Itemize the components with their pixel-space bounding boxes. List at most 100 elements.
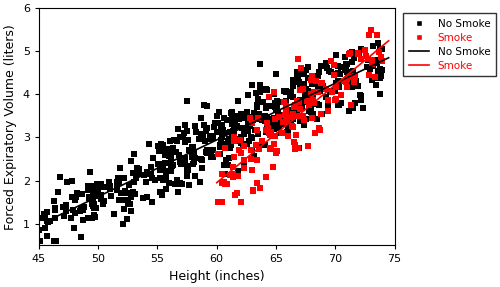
- Point: [230, 174, 237, 179]
- Point: [146, 165, 154, 169]
- Point: [348, 50, 356, 55]
- Point: [229, 129, 237, 133]
- Point: [295, 114, 303, 119]
- Point: [273, 103, 281, 108]
- Point: [318, 81, 326, 85]
- Point: [280, 113, 288, 118]
- Point: [166, 139, 174, 143]
- Point: [244, 92, 252, 97]
- Point: [232, 117, 240, 122]
- Point: [372, 32, 380, 37]
- Point: [192, 129, 200, 134]
- Point: [376, 92, 384, 96]
- Point: [296, 119, 304, 123]
- Point: [269, 117, 277, 121]
- Point: [308, 109, 316, 114]
- Point: [314, 90, 322, 94]
- Point: [156, 176, 164, 180]
- Point: [220, 115, 228, 120]
- Point: [209, 135, 217, 140]
- Point: [296, 88, 304, 93]
- Point: [328, 90, 336, 94]
- Point: [346, 102, 354, 107]
- Point: [78, 192, 86, 196]
- Point: [184, 173, 192, 178]
- Point: [268, 165, 276, 169]
- Point: [222, 182, 230, 187]
- Point: [288, 84, 296, 88]
- Point: [240, 132, 248, 136]
- Point: [300, 123, 308, 128]
- Point: [218, 123, 226, 127]
- Point: [296, 116, 304, 121]
- Point: [84, 215, 92, 220]
- Point: [181, 140, 189, 144]
- Point: [331, 98, 339, 102]
- Point: [270, 117, 278, 122]
- Point: [332, 80, 340, 85]
- Point: [262, 87, 270, 92]
- Point: [362, 54, 370, 58]
- Point: [263, 130, 271, 135]
- Point: [324, 104, 332, 108]
- Point: [54, 190, 62, 194]
- Point: [190, 151, 198, 155]
- Point: [70, 225, 78, 230]
- Point: [224, 163, 232, 167]
- Point: [178, 181, 186, 186]
- Point: [350, 100, 358, 105]
- Point: [357, 97, 365, 102]
- Point: [276, 123, 283, 127]
- Point: [239, 143, 247, 148]
- Point: [357, 57, 365, 61]
- Point: [183, 99, 191, 104]
- Point: [196, 179, 204, 184]
- Point: [263, 87, 271, 92]
- Point: [160, 177, 168, 182]
- Point: [275, 120, 283, 124]
- Point: [254, 147, 262, 151]
- Point: [366, 66, 374, 71]
- Point: [158, 143, 166, 148]
- Point: [308, 116, 316, 121]
- Point: [322, 61, 330, 65]
- Point: [262, 143, 270, 147]
- Point: [294, 74, 302, 79]
- Point: [202, 128, 209, 133]
- Point: [214, 200, 222, 204]
- Point: [203, 103, 211, 108]
- Point: [120, 207, 128, 212]
- Point: [156, 165, 164, 169]
- Point: [333, 85, 341, 89]
- Point: [166, 153, 173, 157]
- Point: [228, 117, 235, 121]
- Point: [236, 148, 244, 152]
- Point: [365, 33, 373, 37]
- Point: [94, 190, 102, 195]
- Point: [372, 74, 380, 79]
- Point: [92, 190, 100, 194]
- Point: [340, 55, 348, 60]
- Point: [103, 185, 111, 189]
- Point: [130, 152, 138, 157]
- Point: [203, 126, 211, 130]
- Point: [268, 134, 276, 138]
- Point: [218, 181, 226, 185]
- Point: [206, 137, 214, 142]
- Point: [223, 118, 231, 122]
- Point: [294, 109, 302, 114]
- Point: [218, 172, 226, 176]
- Point: [298, 71, 306, 75]
- Point: [42, 216, 50, 221]
- Point: [130, 171, 138, 176]
- Point: [214, 120, 222, 125]
- Point: [295, 146, 303, 150]
- Point: [304, 89, 312, 93]
- Point: [290, 78, 298, 82]
- Point: [178, 162, 186, 167]
- Point: [306, 77, 314, 82]
- Point: [90, 196, 98, 200]
- Point: [254, 105, 262, 109]
- Point: [248, 136, 256, 140]
- Point: [214, 120, 222, 125]
